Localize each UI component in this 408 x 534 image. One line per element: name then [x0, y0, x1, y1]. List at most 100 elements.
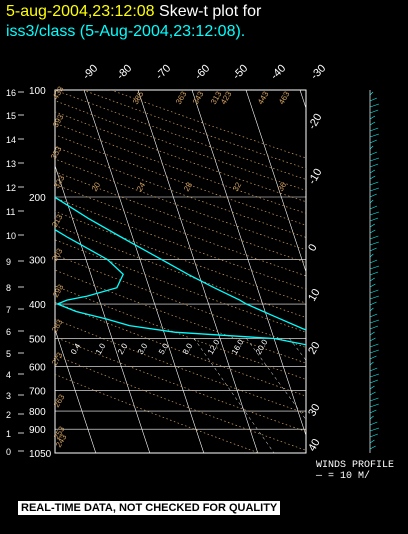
isotherm-line: [55, 328, 97, 453]
pressure-tick-label: 800: [29, 407, 46, 418]
temp-top-label: -40: [269, 62, 289, 82]
theta-label: 313: [50, 212, 65, 229]
dry-adiabat: [55, 100, 306, 191]
wind-barb: [369, 253, 374, 258]
mixing-ratio-line: [193, 338, 275, 453]
km-tick-label: 14: [6, 135, 16, 145]
wind-barb: [369, 169, 376, 174]
mixing-ratio-line: [316, 338, 406, 453]
wind-barb: [369, 235, 379, 240]
pressure-tick-label: 300: [29, 256, 46, 267]
wind-barb: [369, 343, 379, 348]
wind-barb: [369, 301, 377, 306]
wind-barb: [369, 283, 376, 288]
mixing-ratio-line: [246, 338, 306, 421]
mixing-ratio-label: 20.0: [254, 338, 270, 356]
wind-barb: [369, 349, 379, 354]
temp-top-label: -90: [81, 62, 101, 82]
km-tick-label: 7: [6, 305, 11, 315]
wind-barb: [369, 193, 377, 198]
wind-barb: [369, 133, 379, 138]
theta-label: 433: [51, 84, 66, 101]
dry-adiabat: [55, 301, 306, 397]
wind-barb: [369, 211, 380, 216]
theta-label: 323: [52, 173, 67, 190]
wind-barb: [369, 181, 379, 186]
temperature-trace: [55, 196, 306, 331]
wind-barb: [369, 439, 375, 444]
dry-adiabat: [110, 90, 306, 159]
pressure-tick-label: 200: [29, 193, 46, 204]
moist-adiabat-label: 28: [182, 180, 195, 193]
timestamp: 5-aug-2004,23:12:08: [6, 3, 155, 20]
km-tick-label: 13: [6, 159, 16, 169]
wind-barb: [369, 157, 380, 162]
plot-frame: [54, 89, 307, 454]
wind-barb: [369, 115, 376, 120]
pressure-tick-label: 100: [29, 86, 46, 97]
wind-barb: [369, 271, 379, 276]
km-tick-label: 10: [6, 231, 16, 241]
mixing-ratio-label: 0.4: [69, 341, 83, 356]
theta-label: 303: [50, 246, 65, 263]
temp-right-label: -10: [306, 167, 324, 187]
temp-right-label: 40: [306, 437, 323, 454]
wind-barb: [369, 109, 379, 114]
isotherm-line: [83, 90, 205, 453]
temp-top-label: -70: [154, 62, 174, 82]
wind-barb: [369, 337, 376, 342]
moist-adiabat-label: 36: [276, 180, 289, 193]
mixing-ratio-label: 8.0: [181, 341, 195, 356]
pressure-tick-label: 1050: [29, 449, 52, 460]
isotherm-line: [55, 164, 151, 453]
wind-barb: [369, 433, 378, 438]
wind-barb: [369, 331, 375, 336]
wind-barb: [369, 415, 374, 420]
wind-barb: [369, 427, 380, 432]
isotherm-line: [137, 90, 259, 453]
title-line2: iss3/class (5-Aug-2004,23:12:08).: [6, 23, 246, 40]
wind-barb: [369, 277, 375, 282]
mixing-ratio-line: [289, 338, 306, 361]
theta-label: 263: [52, 392, 67, 409]
mixing-ratio-label: 5.0: [157, 341, 171, 356]
dewpoint-trace: [55, 228, 306, 346]
wind-barb: [369, 409, 377, 414]
dry-adiabat-label: 423: [219, 89, 234, 106]
wind-barb: [369, 355, 377, 360]
wind-barb: [369, 91, 374, 96]
moist-adiabat-label: 24: [135, 180, 148, 193]
temp-top-label: -30: [309, 62, 329, 82]
wind-barb: [369, 307, 374, 312]
temp-right-label: 0: [306, 242, 319, 253]
wind-barb: [369, 97, 377, 102]
wind-barb: [369, 259, 378, 264]
pressure-tick-label: 500: [29, 334, 46, 345]
mixing-ratio-label: 1.0: [94, 341, 108, 356]
wind-barb: [369, 121, 376, 126]
wind-barb: [369, 397, 379, 402]
temp-top-label: -50: [231, 62, 251, 82]
wind-barb: [369, 199, 374, 204]
temp-right-label: 10: [306, 287, 323, 304]
wind-barb: [369, 223, 375, 228]
dry-adiabat-label: 463: [277, 89, 292, 106]
winds-profile-scale: — = 10 M/: [316, 471, 371, 482]
km-tick-label: 5: [6, 349, 11, 359]
wind-barb: [369, 385, 375, 390]
dry-adiabat: [55, 90, 306, 180]
wind-barb: [369, 103, 380, 108]
isotherm-line: [299, 90, 306, 110]
dry-adiabat-label: 343: [191, 89, 206, 106]
wind-barb: [369, 421, 378, 426]
km-tick-label: 8: [6, 283, 11, 293]
isotherm-line: [191, 90, 306, 437]
km-tick-label: 3: [6, 391, 11, 401]
wind-barb: [369, 241, 379, 246]
winds-profile-label: WINDS PROFILE — = 10 M/: [316, 460, 394, 482]
mixing-ratio-label: 12.0: [206, 338, 222, 356]
wind-barb: [369, 205, 378, 210]
wind-barb: [369, 217, 379, 222]
km-tick-label: 15: [6, 111, 16, 121]
